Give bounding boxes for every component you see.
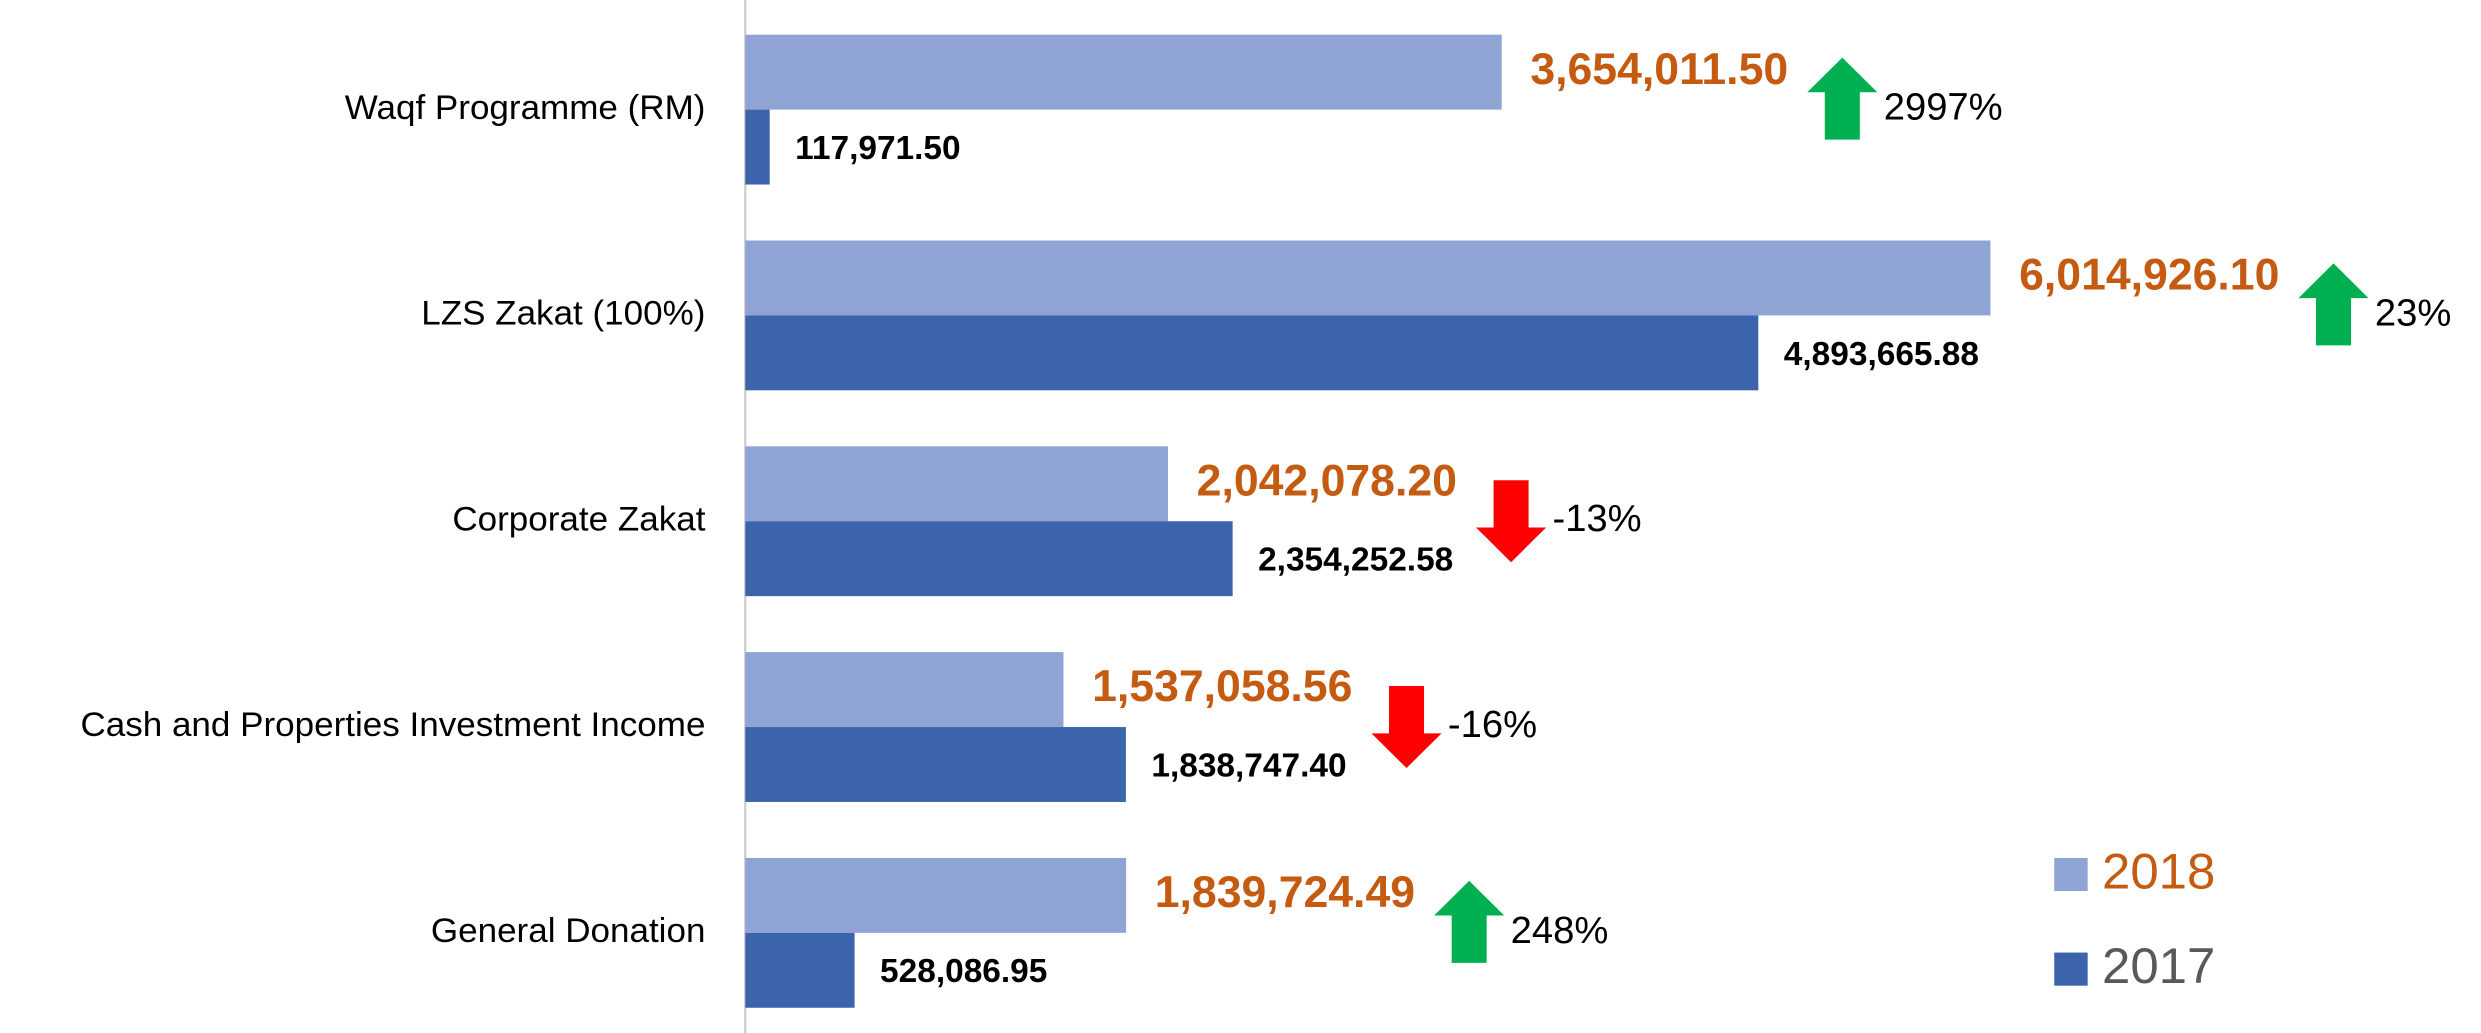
value-label: 2,042,078.20 [1197, 457, 1457, 506]
legend-swatch [2054, 857, 2088, 892]
change-label: -16% [1448, 704, 1537, 746]
value-label: 117,971.50 [795, 130, 960, 167]
value-label: 1,839,724.49 [1155, 868, 1415, 917]
bar [745, 932, 855, 1008]
bar [745, 109, 770, 185]
change-label: -13% [1552, 498, 1641, 540]
change-label: 248% [1511, 910, 1609, 952]
bar [745, 727, 1126, 802]
legend-label: 2018 [2102, 843, 2215, 900]
value-label: 1,537,058.56 [1092, 662, 1352, 711]
value-label: 3,654,011.50 [1530, 45, 1788, 94]
change-label: 2997% [1884, 87, 2003, 129]
change-arrow [1476, 480, 1547, 563]
category-label: General Donation [431, 911, 706, 950]
value-label: 1,838,747.40 [1151, 748, 1346, 785]
category-label: Corporate Zakat [452, 500, 705, 539]
value-label: 4,893,665.88 [1784, 336, 1979, 373]
bar [745, 315, 1759, 391]
bar [745, 34, 1502, 110]
legend-swatch [2054, 952, 2088, 986]
bar [745, 446, 1168, 522]
legend-label: 2017 [2102, 937, 2215, 994]
bar [745, 652, 1064, 728]
change-arrow [1434, 880, 1505, 963]
change-arrow [2298, 263, 2369, 346]
value-label: 2,354,252.58 [1258, 542, 1453, 579]
category-label: LZS Zakat (100%) [421, 294, 705, 333]
value-label: 6,014,926.10 [2019, 251, 2279, 300]
change-arrow [1371, 686, 1442, 769]
value-label: 528,086.95 [880, 953, 1047, 990]
category-label: Cash and Properties Investment Income [80, 705, 705, 744]
change-label: 23% [2375, 293, 2451, 335]
bar [745, 521, 1233, 597]
bar [745, 857, 1127, 933]
change-arrow [1807, 57, 1878, 140]
bar [745, 240, 1991, 316]
category-label: Waqf Programme (RM) [345, 88, 706, 127]
